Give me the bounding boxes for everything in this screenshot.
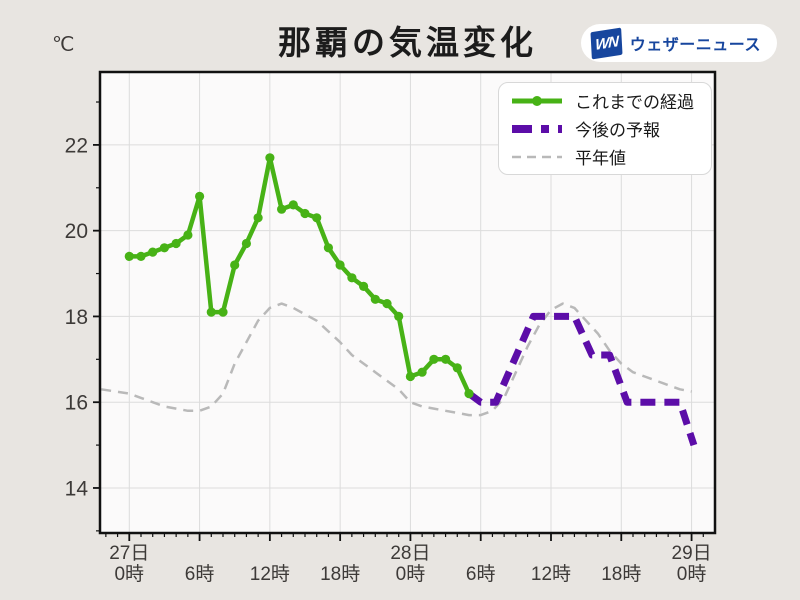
observed-point [300,208,310,219]
x-tick-day-label: 27日 [109,543,149,564]
legend-label-observed: これまでの経過 [575,93,694,112]
observed-point [429,354,439,364]
x-tick-hour-label: 18時 [320,563,360,585]
observed-point [148,247,158,257]
y-tick-label: 22 [65,134,88,157]
observed-point [323,243,333,253]
observed-point [288,200,298,210]
y-tick-label: 20 [65,220,88,243]
x-tick-hour-label: 12時 [250,563,290,585]
x-tick-hour-label: 6時 [185,563,215,585]
observed-point [159,243,169,253]
legend-label-normal: 平年値 [575,149,626,168]
observed-point [265,153,275,163]
y-tick-label: 14 [65,477,89,500]
weathernews-logo: WN ウェザーニュース [580,24,777,62]
observed-point [195,191,205,201]
x-tick-hour-label: 0時 [114,563,144,585]
plot-border [98,70,717,535]
legend-label-forecast: 今後の予報 [575,121,660,140]
observed-point [417,367,427,377]
observed-point [230,260,240,270]
x-tick-day-label: 29日 [672,543,712,564]
observed-point [359,281,369,291]
y-tick-label: 18 [65,306,88,329]
observed-point [241,238,251,249]
observed-point [218,307,228,317]
chart-title: 那覇の気温変化 [278,24,537,61]
observed-point [253,213,263,223]
legend-item-forecast: 今後の予報 [509,116,701,141]
observed-point [136,251,146,261]
y-tick-label: 16 [65,392,88,415]
observed-point [405,371,415,382]
forecast-line [466,312,698,447]
normal-line [101,302,692,417]
x-tick-hour-label: 12時 [531,563,571,585]
forecast-line-sample [512,124,562,133]
x-tick-day-label: 28日 [390,543,430,564]
legend-item-normal: 平年値 [509,144,701,169]
x-tick-hour-label: 18時 [601,563,641,585]
observed-point [452,363,462,373]
observed-point [183,230,193,240]
observed-point [347,273,357,283]
observed-point [441,354,451,364]
observed-point [312,213,322,223]
chart-legend: これまでの経過 今後の予報 平年値 [498,82,712,175]
observed-point [277,204,287,214]
observed-point [382,299,392,309]
x-tick-hour-label: 0時 [677,563,707,585]
observed-point [171,238,181,249]
observed-point [124,251,134,261]
x-tick-hour-label: 6時 [466,563,496,585]
weathernews-logo-text: ウェザーニュース [629,37,761,54]
y-axis-unit-label: ℃ [52,34,75,56]
series-layer [101,153,698,447]
x-tick-hour-label: 0時 [396,563,426,585]
normal-line-sample [512,155,562,158]
legend-item-observed: これまでの経過 [509,88,701,113]
observed-point [394,311,404,321]
observed-point [335,260,345,270]
observed-point [464,389,474,399]
observed-point [370,294,380,304]
observed-point [206,307,216,317]
observed-line-sample [512,95,562,106]
